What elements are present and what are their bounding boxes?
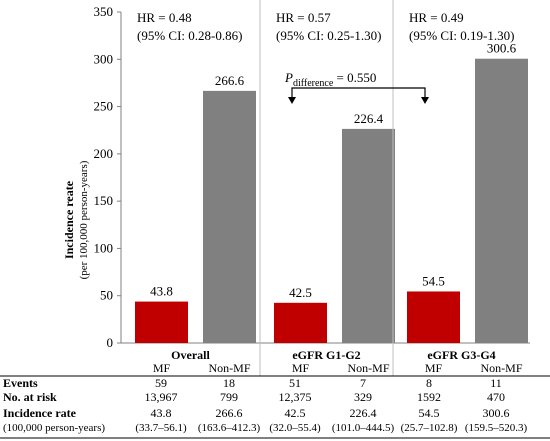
bar-value-label: 42.5 <box>289 285 312 300</box>
hr-confidence-interval: (95% CI: 0.25-1.30) <box>276 28 381 43</box>
y-tick-label: 200 <box>94 146 114 161</box>
table-cell-ci: (159.5–520.3) <box>465 422 528 434</box>
bar-category-label: MF <box>292 361 310 375</box>
table-cell: 51 <box>289 376 301 390</box>
table-cell: 12,375 <box>279 390 312 404</box>
y-axis-label: Incidence reate <box>62 180 76 259</box>
bar-mf-3 <box>407 291 460 343</box>
hr-value: HR = 0.49 <box>409 10 464 25</box>
table-cell-ci: (32.0–55.4) <box>269 422 321 434</box>
y-tick-label: 250 <box>94 99 114 114</box>
y-tick-label: 300 <box>94 51 114 66</box>
hr-value: HR = 0.57 <box>276 10 331 25</box>
bracket-arrow-left <box>288 97 296 104</box>
p-subscript: difference <box>293 78 334 89</box>
y-axis: 0 50 100 150 200 250 300 350 <box>94 4 530 350</box>
bar-category-label: Non-MF <box>347 361 389 375</box>
table-row-label: Incidence rate <box>3 406 77 420</box>
table-cell: 18 <box>223 376 235 390</box>
bar-value-label: 43.8 <box>150 284 173 299</box>
table-cell: 329 <box>354 390 372 404</box>
bar-value-label: 226.4 <box>354 111 384 126</box>
bar-category-label: MF <box>425 361 443 375</box>
y-axis-title: Incidence reate (per 100,000 person-year… <box>62 160 90 279</box>
table-cell-ci: (163.6–412.3) <box>198 422 261 434</box>
table-cell: 54.5 <box>419 406 440 420</box>
bar-non-mf-1 <box>203 90 256 343</box>
y-tick-label: 350 <box>94 4 114 19</box>
group-label: eGFR G3-G4 <box>427 348 495 362</box>
table-cell-ci: (101.0–444.5) <box>332 422 395 434</box>
table-cell: 7 <box>360 376 366 390</box>
table-cell: 42.5 <box>285 406 306 420</box>
table-cell: 300.6 <box>483 406 510 420</box>
p-difference-bracket <box>291 87 426 100</box>
table-cell: 59 <box>155 376 167 390</box>
hr-confidence-interval: (95% CI: 0.19-1.30) <box>409 28 514 43</box>
y-tick-label: 150 <box>94 193 114 208</box>
table-row-label: Events <box>3 376 38 390</box>
hr-value: HR = 0.48 <box>137 10 192 25</box>
table-cell: 8 <box>426 376 432 390</box>
table-cell-ci: (33.7–56.1) <box>135 422 187 434</box>
table-row-label: No. at risk <box>3 390 57 404</box>
table-cell-ci: (25.7–102.8) <box>401 422 458 434</box>
bar-non-mf-2 <box>342 128 395 343</box>
bar-category-label: Non-MF <box>480 361 522 375</box>
y-tick-label: 100 <box>94 240 114 255</box>
group-label: eGFR G1-G2 <box>292 348 360 362</box>
table-cell: 11 <box>490 376 502 390</box>
group-label: Overall <box>171 348 210 362</box>
table-cell: 1592 <box>417 390 441 404</box>
p-letter: P <box>284 70 293 85</box>
table-cell: 226.4 <box>350 406 377 420</box>
table-cell: 266.6 <box>216 406 243 420</box>
summary-table: Events 59 18 51 7 8 11 No. at risk 13,967 799 12,3… <box>0 375 550 439</box>
p-difference-label: Pdifference = 0.550 <box>284 70 376 89</box>
table-cell: 799 <box>220 390 238 404</box>
plot-area: HR = 0.48 (95% CI: 0.28-0.86) 43.8 MF 266.6 N… <box>135 0 528 376</box>
y-tick-label: 0 <box>107 335 114 350</box>
table-row-sublabel: (100,000 person-years) <box>3 422 105 434</box>
hr-confidence-interval: (95% CI: 0.28-0.86) <box>137 28 242 43</box>
table-cell: 470 <box>487 390 505 404</box>
y-axis-sublabel: (per 100,000 person-years) <box>78 160 90 279</box>
bar-mf-1 <box>135 301 188 343</box>
p-difference-annotation: Pdifference = 0.550 <box>284 70 429 104</box>
bar-value-label: 300.6 <box>487 41 517 56</box>
y-tick-label: 50 <box>100 288 113 303</box>
bar-mf-2 <box>274 302 327 343</box>
p-value: = 0.550 <box>333 70 376 85</box>
bar-category-label: MF <box>153 361 171 375</box>
table-cell: 13,967 <box>145 390 178 404</box>
bar-value-label: 266.6 <box>215 73 245 88</box>
table-cell: 43.8 <box>151 406 172 420</box>
bracket-arrow-right <box>421 97 429 104</box>
bar-category-label: Non-MF <box>208 361 250 375</box>
bar-non-mf-3 <box>475 58 528 343</box>
bar-value-label: 54.5 <box>422 273 445 288</box>
